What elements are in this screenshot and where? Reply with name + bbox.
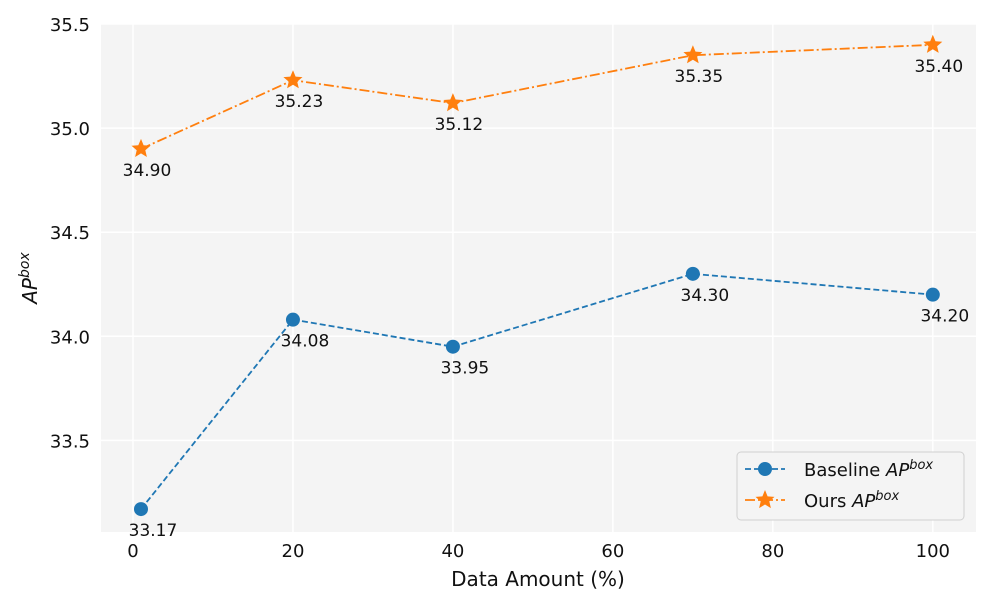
y-tick-label: 35.0 (50, 119, 90, 140)
series-baseline: 33.17 34.08 33.95 34.30 34.20 (129, 266, 969, 541)
y-tick-label: 35.5 (50, 15, 90, 36)
data-label: 35.12 (435, 115, 484, 135)
y-axis-label: APbox (17, 252, 42, 306)
data-point (683, 45, 703, 64)
data-point (285, 312, 300, 327)
y-tick-label: 34.5 (50, 223, 90, 244)
data-label: 35.35 (675, 67, 724, 87)
data-point (443, 93, 463, 112)
grid (101, 23, 976, 532)
x-tick-label: 100 (916, 541, 950, 562)
data-point (923, 34, 943, 53)
legend: Baseline APbox Ours APbox (736, 451, 965, 521)
data-label: 34.20 (920, 307, 969, 327)
data-point (283, 70, 303, 89)
series-ours: 34.90 35.23 35.12 35.35 35.40 (123, 34, 963, 181)
data-point (685, 266, 700, 281)
x-tick-label: 60 (601, 541, 624, 562)
legend-box (736, 451, 965, 521)
x-tick-label: 40 (441, 541, 464, 562)
data-point (758, 462, 772, 476)
x-tick-label: 0 (127, 541, 138, 562)
series: 33.17 34.08 33.95 34.30 34.20 34.90 35.23 35.12… (123, 34, 969, 541)
data-point (445, 339, 460, 354)
data-point (755, 490, 775, 509)
data-label: 34.08 (281, 332, 330, 352)
x-tick-label: 20 (282, 541, 305, 562)
data-label: 34.30 (681, 286, 730, 306)
data-label: 33.95 (441, 359, 490, 379)
ticks: 0 20 40 60 80 100 33.5 34.0 34.5 35.0 35.5 (50, 15, 950, 562)
x-axis-label: Data Amount (%) (451, 567, 625, 591)
data-label: 35.40 (914, 57, 963, 77)
data-point (131, 138, 151, 157)
legend-entry: Baseline APbox (804, 458, 933, 481)
legend-entry: Ours APbox (804, 489, 899, 512)
data-label: 35.23 (275, 92, 324, 112)
plot-area (101, 24, 976, 532)
x-tick-label: 80 (761, 541, 784, 562)
y-tick-label: 33.5 (50, 431, 90, 452)
y-tick-label: 34.0 (50, 327, 90, 348)
data-point (925, 287, 940, 302)
data-label: 34.90 (123, 161, 172, 181)
data-label: 33.17 (129, 521, 178, 541)
data-point (133, 502, 148, 517)
